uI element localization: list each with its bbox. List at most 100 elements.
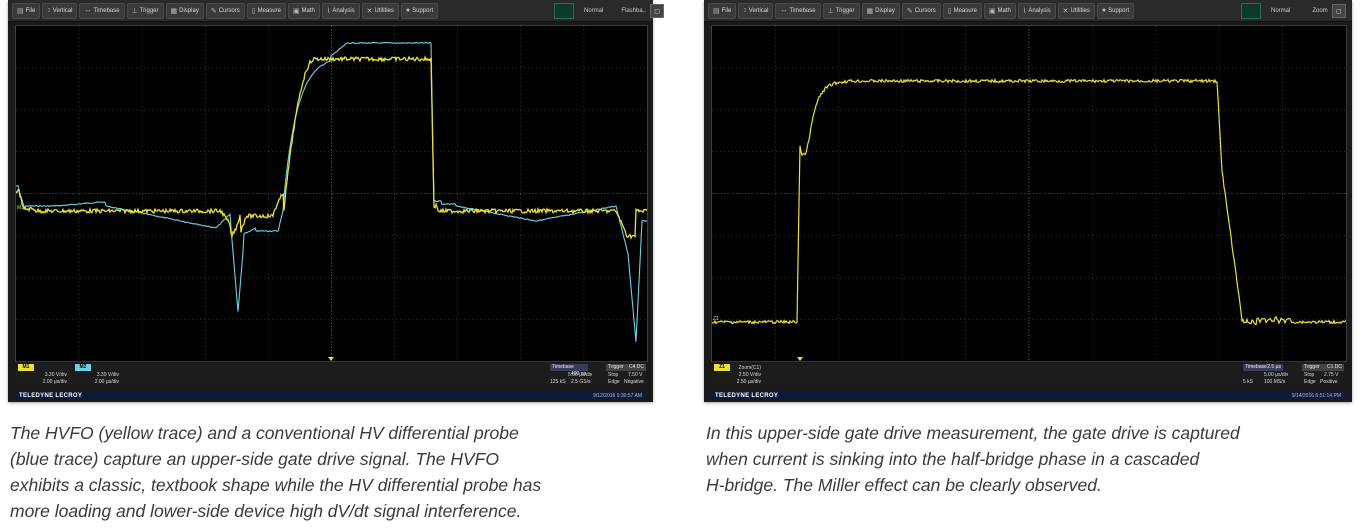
menu-math-button[interactable]: ▣ Math [287, 2, 320, 19]
menu-label: Math [301, 7, 315, 14]
channel-z1-vdiv: 2.50 V/div [738, 372, 761, 378]
channel-m1-vdiv: 3.30 V/div [44, 372, 67, 378]
analysis-icon: ⌇ [326, 7, 331, 15]
trigger-type: Edge [608, 379, 620, 385]
menu-support-button[interactable]: ● Support [1096, 2, 1135, 19]
acq-mode: Normal [584, 8, 604, 14]
menu-items: ▤ File ↕ Vertical ↔ Timebase ⊥ Trigger ▦ Display ✎… [708, 2, 1136, 19]
trigger-header[interactable]: Trigger C1 DC [1302, 364, 1344, 371]
channel-m2-badge[interactable]: M2 [75, 364, 91, 371]
timebase-header[interactable]: Timebase 2.5 µs [1243, 364, 1283, 371]
timebase-scale: 5.00 µs/div [568, 372, 593, 378]
timebase-samples: 125 kS [550, 379, 566, 385]
utilities-icon: ✕ [1062, 7, 1069, 15]
menu-label: File [721, 7, 732, 14]
menu-display-button[interactable]: ▦ Display [165, 2, 204, 19]
scope-window-right: ▤ File ↕ Vertical ↔ Timebase ⊥ Trigger ▦ Display ✎… [704, 0, 1352, 402]
timebase-icon: ↔ [780, 7, 788, 14]
support-icon: ● [1101, 7, 1107, 14]
menu-label: Support [412, 7, 434, 14]
menu-timebase-button[interactable]: ↔ Timebase [775, 2, 821, 19]
menu-math-button[interactable]: ▣ Math [983, 2, 1016, 19]
status-footer: TELEDYNE LECROY 9/12/2016 9:30:57 AM [15, 391, 646, 400]
channel-status-bar: Z1 Zoom(C1) 2.50 V/div 2.50 µs/div Timeb… [711, 361, 1345, 388]
menu-cursors-button[interactable]: ✎ Cursors [205, 2, 245, 19]
timebase-header[interactable]: Timebase 400 ns [550, 364, 588, 377]
trace-z1-yellow [712, 77, 1346, 326]
channel-m2-vdiv: 3.30 V/div [96, 372, 119, 378]
waveform-grid[interactable]: M1 [15, 25, 648, 362]
trigger-level: 7.50 V [628, 372, 643, 378]
trigger-type: Edge [1304, 379, 1316, 385]
menu-label: Vertical [52, 7, 73, 14]
menu-items: ▤ File ↕ Vertical ↔ Timebase ⊥ Trigger ▦ Display ✎… [12, 2, 440, 19]
file-icon: ▤ [17, 7, 24, 15]
trigger-status-indicator [1241, 3, 1261, 19]
status-footer: TELEDYNE LECROY 9/14/2016 6:51:14 PM [711, 391, 1345, 400]
math-icon: ▣ [292, 7, 300, 15]
waveform-grid[interactable]: Z1 [711, 25, 1347, 362]
waveform-display: M1 [16, 26, 647, 361]
menu-vertical-button[interactable]: ↕ Vertical [42, 2, 78, 19]
menu-label: Support [1108, 7, 1130, 14]
caption-line: The HVFO (yellow trace) and a convention… [10, 423, 519, 443]
timebase-label: Timebase [1245, 364, 1267, 370]
caption-line: (blue trace) capture an upper-side gate … [10, 449, 499, 469]
menu-utilities-button[interactable]: ✕ Utilities [361, 2, 399, 19]
menu-cursors-button[interactable]: ✎ Cursors [901, 2, 941, 19]
menu-utilities-button[interactable]: ✕ Utilities [1057, 2, 1095, 19]
restore-icon[interactable]: ▢ [650, 4, 665, 18]
menu-measure-button[interactable]: ▯ Measure [246, 2, 286, 19]
menu-trigger-button[interactable]: ⊥ Trigger [126, 2, 164, 19]
acq-status: Normal Flashba.. ▢ [554, 3, 665, 19]
menu-timebase-button[interactable]: ↔ Timebase [79, 2, 125, 19]
trigger-state: Stop [608, 372, 619, 378]
restore-icon[interactable]: ▢ [1331, 4, 1346, 18]
channel-m1-marker: M1 [17, 205, 24, 211]
timebase-delay: 400 ns [570, 371, 586, 377]
menu-label: Display [179, 7, 199, 14]
trace-m1-yellow [16, 55, 647, 240]
timebase-rate: 2.5 GS/s [571, 379, 591, 385]
menu-measure-button[interactable]: ▯ Measure [942, 2, 982, 19]
menu-label: Trigger [835, 7, 855, 14]
channel-z1-badge[interactable]: Z1 [714, 364, 730, 371]
trigger-state: Stop [1304, 372, 1315, 378]
menu-file-button[interactable]: ▤ File [12, 2, 41, 19]
timebase-label: Timebase [552, 364, 574, 370]
menu-file-button[interactable]: ▤ File [708, 2, 737, 19]
timebase-delay: 2.5 µs [1267, 364, 1281, 370]
display-mode[interactable]: Flashba.. [621, 8, 647, 14]
trigger-icon: ⊥ [827, 7, 834, 15]
menu-label: Analysis [332, 7, 355, 14]
channel-m2-tdiv: 2.00 µs/div [94, 379, 119, 385]
menu-analysis-button[interactable]: ⌇ Analysis [1017, 2, 1056, 19]
graticule [16, 26, 647, 361]
display-icon: ▦ [170, 7, 178, 15]
timebase-samples: 5 kS [1243, 379, 1254, 385]
menu-trigger-button[interactable]: ⊥ Trigger [822, 2, 860, 19]
waveform-display: Z1 [712, 26, 1346, 361]
caption-line: exhibits a classic, textbook shape while… [10, 475, 542, 495]
vertical-icon: ↕ [47, 7, 51, 14]
caption-left: The HVFO (yellow trace) and a convention… [10, 420, 660, 524]
trigger-header[interactable]: Trigger C4 DC [606, 364, 646, 371]
caption-line: more loading and lower-side device high … [10, 501, 522, 521]
menu-analysis-button[interactable]: ⌇ Analysis [321, 2, 360, 19]
channel-m1-badge[interactable]: M1 [18, 364, 34, 371]
menu-bar: ▤ File ↕ Vertical ↔ Timebase ⊥ Trigger ▦ Display ✎… [704, 0, 1352, 22]
menu-label: Display [875, 7, 895, 14]
timebase-scale: 5.00 µs/div [1264, 372, 1289, 378]
menu-label: Trigger [139, 7, 159, 14]
trigger-status-indicator [554, 3, 574, 19]
measure-icon: ▯ [251, 7, 256, 15]
analysis-icon: ⌇ [1022, 7, 1027, 15]
menu-label: Analysis [1028, 7, 1051, 14]
menu-label: Timebase [93, 7, 120, 14]
menu-vertical-button[interactable]: ↕ Vertical [738, 2, 774, 19]
timestamp: 9/14/2016 6:51:14 PM [1291, 392, 1341, 399]
menu-bar: ▤ File ↕ Vertical ↔ Timebase ⊥ Trigger ▦ Display ✎… [8, 0, 665, 22]
menu-display-button[interactable]: ▦ Display [861, 2, 900, 19]
display-mode[interactable]: Zoom [1312, 8, 1328, 14]
menu-support-button[interactable]: ● Support [400, 2, 439, 19]
